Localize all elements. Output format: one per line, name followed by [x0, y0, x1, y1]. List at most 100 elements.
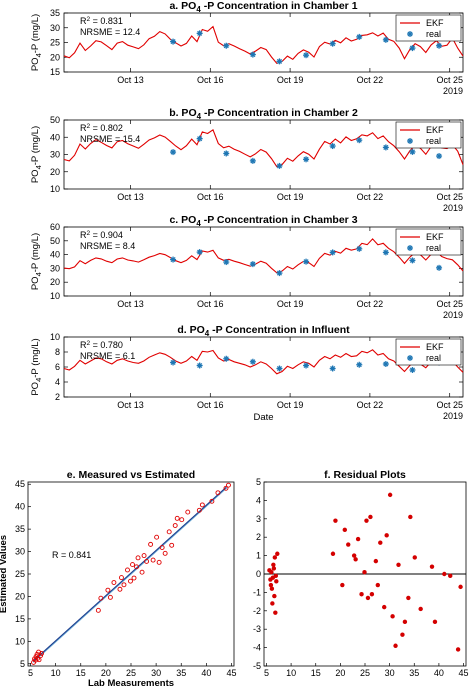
panel-e-point — [172, 523, 178, 528]
panel-f-xtick-label: 5 — [264, 668, 269, 678]
panel-f-point — [400, 632, 405, 637]
panel-d-real-point — [303, 362, 310, 369]
panel-e-point — [166, 529, 172, 535]
panel-f-point — [271, 562, 276, 567]
panel-f-point — [340, 582, 345, 588]
panel-b-real-point — [223, 150, 230, 157]
panel-f-point — [375, 582, 381, 588]
panel-f-point — [353, 557, 358, 562]
panel-a-real-point — [436, 42, 443, 49]
panel-f-point — [272, 593, 277, 599]
panel-f-point — [378, 540, 383, 545]
panel-f-xtick-label: 35 — [409, 668, 419, 678]
panel-e-ytick-label: 35 — [15, 524, 25, 534]
panel-a-xtick-label: Oct 19 — [277, 75, 304, 85]
panel-d-real-point — [170, 359, 177, 366]
panel-e-point — [125, 567, 130, 573]
panel-f-point — [364, 518, 369, 523]
panel-f-ytick-label: -1 — [253, 587, 261, 597]
panel-d-xtick-label: Oct 19 — [277, 400, 304, 410]
panel-a-real-point — [356, 33, 363, 40]
panel-c-title-rest: -P Concentration in Chamber 3 — [201, 214, 358, 226]
panel-f-xtick-label: 10 — [286, 668, 296, 678]
panel-f-ytick-label: -2 — [253, 606, 261, 616]
panel-f-xtick-label: 25 — [360, 668, 370, 678]
panel-f-title: f. Residual Plots — [324, 469, 406, 481]
panel-e-fit-line-shadow — [32, 488, 227, 663]
panel-f-ytick-label: -5 — [253, 661, 261, 671]
panel-b-xtick-label: Oct 19 — [277, 192, 304, 202]
panel-f-point — [406, 595, 411, 601]
panel-e-fit-line — [32, 486, 227, 663]
panel-c-real-point — [223, 259, 230, 266]
panel-f-point — [429, 564, 435, 569]
panel-a-ekf-line — [63, 25, 464, 65]
panel-f-point — [396, 562, 401, 567]
panel-c-title-sub: 4 — [196, 219, 201, 228]
panel-d-r2-value: = 0.780 — [90, 340, 123, 350]
panel-b-title-sub: 4 — [197, 112, 202, 121]
panel-e-xtick-label: 15 — [76, 668, 86, 678]
panel-e-point — [135, 555, 141, 561]
panel-b-legend-real-label: real — [426, 136, 441, 146]
panel-f-point — [368, 514, 373, 520]
panel-c-xtick-label: Oct 19 — [277, 299, 304, 309]
panel-a-real-point — [223, 42, 230, 49]
panel-a-ytick-label: 35 — [50, 8, 60, 18]
panel-e-annotation: R = 0.841 — [52, 550, 91, 560]
panel-f-point — [442, 571, 447, 577]
panel-c-ytick-label: 20 — [50, 277, 60, 287]
panel-c-real-point — [303, 258, 310, 265]
panel-f-point — [275, 551, 280, 556]
panel-b-title: b. PO4 -P Concentration in Chamber 2 — [169, 107, 358, 121]
panel-b-real-point — [276, 162, 283, 169]
panel-b-real-point — [436, 153, 443, 160]
panel-e-point — [209, 498, 215, 504]
panel-f-point — [373, 558, 379, 564]
panel-d-nrsme-annotation: NRSME = 6.1 — [80, 351, 135, 361]
panel-f-point — [269, 586, 275, 591]
panel-d-legend-real-label: real — [426, 353, 441, 363]
panel-c-legend-ekf-label: EKF — [426, 232, 444, 242]
panel-a-ylabel: PO4-P (mg/L) — [30, 14, 43, 71]
panel-d-title-sub: 4 — [205, 329, 210, 338]
panel-c-real-point — [329, 249, 336, 256]
panel-f-point — [330, 551, 336, 556]
panel-c-xtick-label: Oct 16 — [197, 299, 224, 309]
panel-f-ytick-label: -3 — [253, 624, 261, 634]
panel-f-ytick-label: -4 — [253, 643, 261, 653]
panel-e-ytick-label: 45 — [15, 479, 25, 489]
panel-b-real-point — [249, 157, 256, 164]
panel-c-real-point — [276, 270, 283, 277]
panel-c-ytick-label: 50 — [50, 236, 60, 246]
panel-e-ytick-label: 25 — [15, 569, 25, 579]
panel-a-real-point — [196, 30, 203, 37]
panel-f-point — [273, 573, 279, 579]
panel-c-ylabel-sub: 4 — [34, 272, 43, 276]
panel-e-point — [141, 553, 147, 559]
panel-e-point — [105, 587, 111, 593]
panel-c-real-point — [196, 249, 203, 256]
panel-f-point — [418, 606, 423, 612]
panel-e-point — [128, 578, 133, 584]
panel-a-year-label: 2019 — [443, 86, 463, 96]
panel-a-real-point — [276, 58, 283, 65]
panel-a-real-point — [409, 45, 416, 52]
panel-a-ytick-label: 30 — [50, 23, 60, 33]
panel-f-point — [432, 619, 438, 625]
panel-b-ytick-label: 50 — [50, 115, 60, 125]
panel-e-point — [39, 650, 45, 656]
panel-f-point — [333, 518, 338, 523]
panel-d-real-point — [382, 361, 389, 367]
panel-b-ylabel-rest: -P (mg/L) — [30, 126, 41, 165]
panel-b-year-label: 2019 — [443, 203, 463, 213]
panel-a-r2-sup: 2 — [87, 16, 91, 23]
panel-b-real-point — [170, 149, 177, 156]
panel-a-legend-real-label: real — [426, 29, 441, 39]
panel-e-xtick-label: 35 — [176, 668, 186, 678]
panel-c-r2-sup: 2 — [87, 230, 91, 237]
panel-c-legend-real-label: real — [426, 243, 441, 253]
panel-b-ytick-label: 10 — [50, 184, 60, 194]
panel-b-xtick-label: Oct 25 — [436, 192, 463, 202]
panel-e-point — [144, 558, 150, 564]
